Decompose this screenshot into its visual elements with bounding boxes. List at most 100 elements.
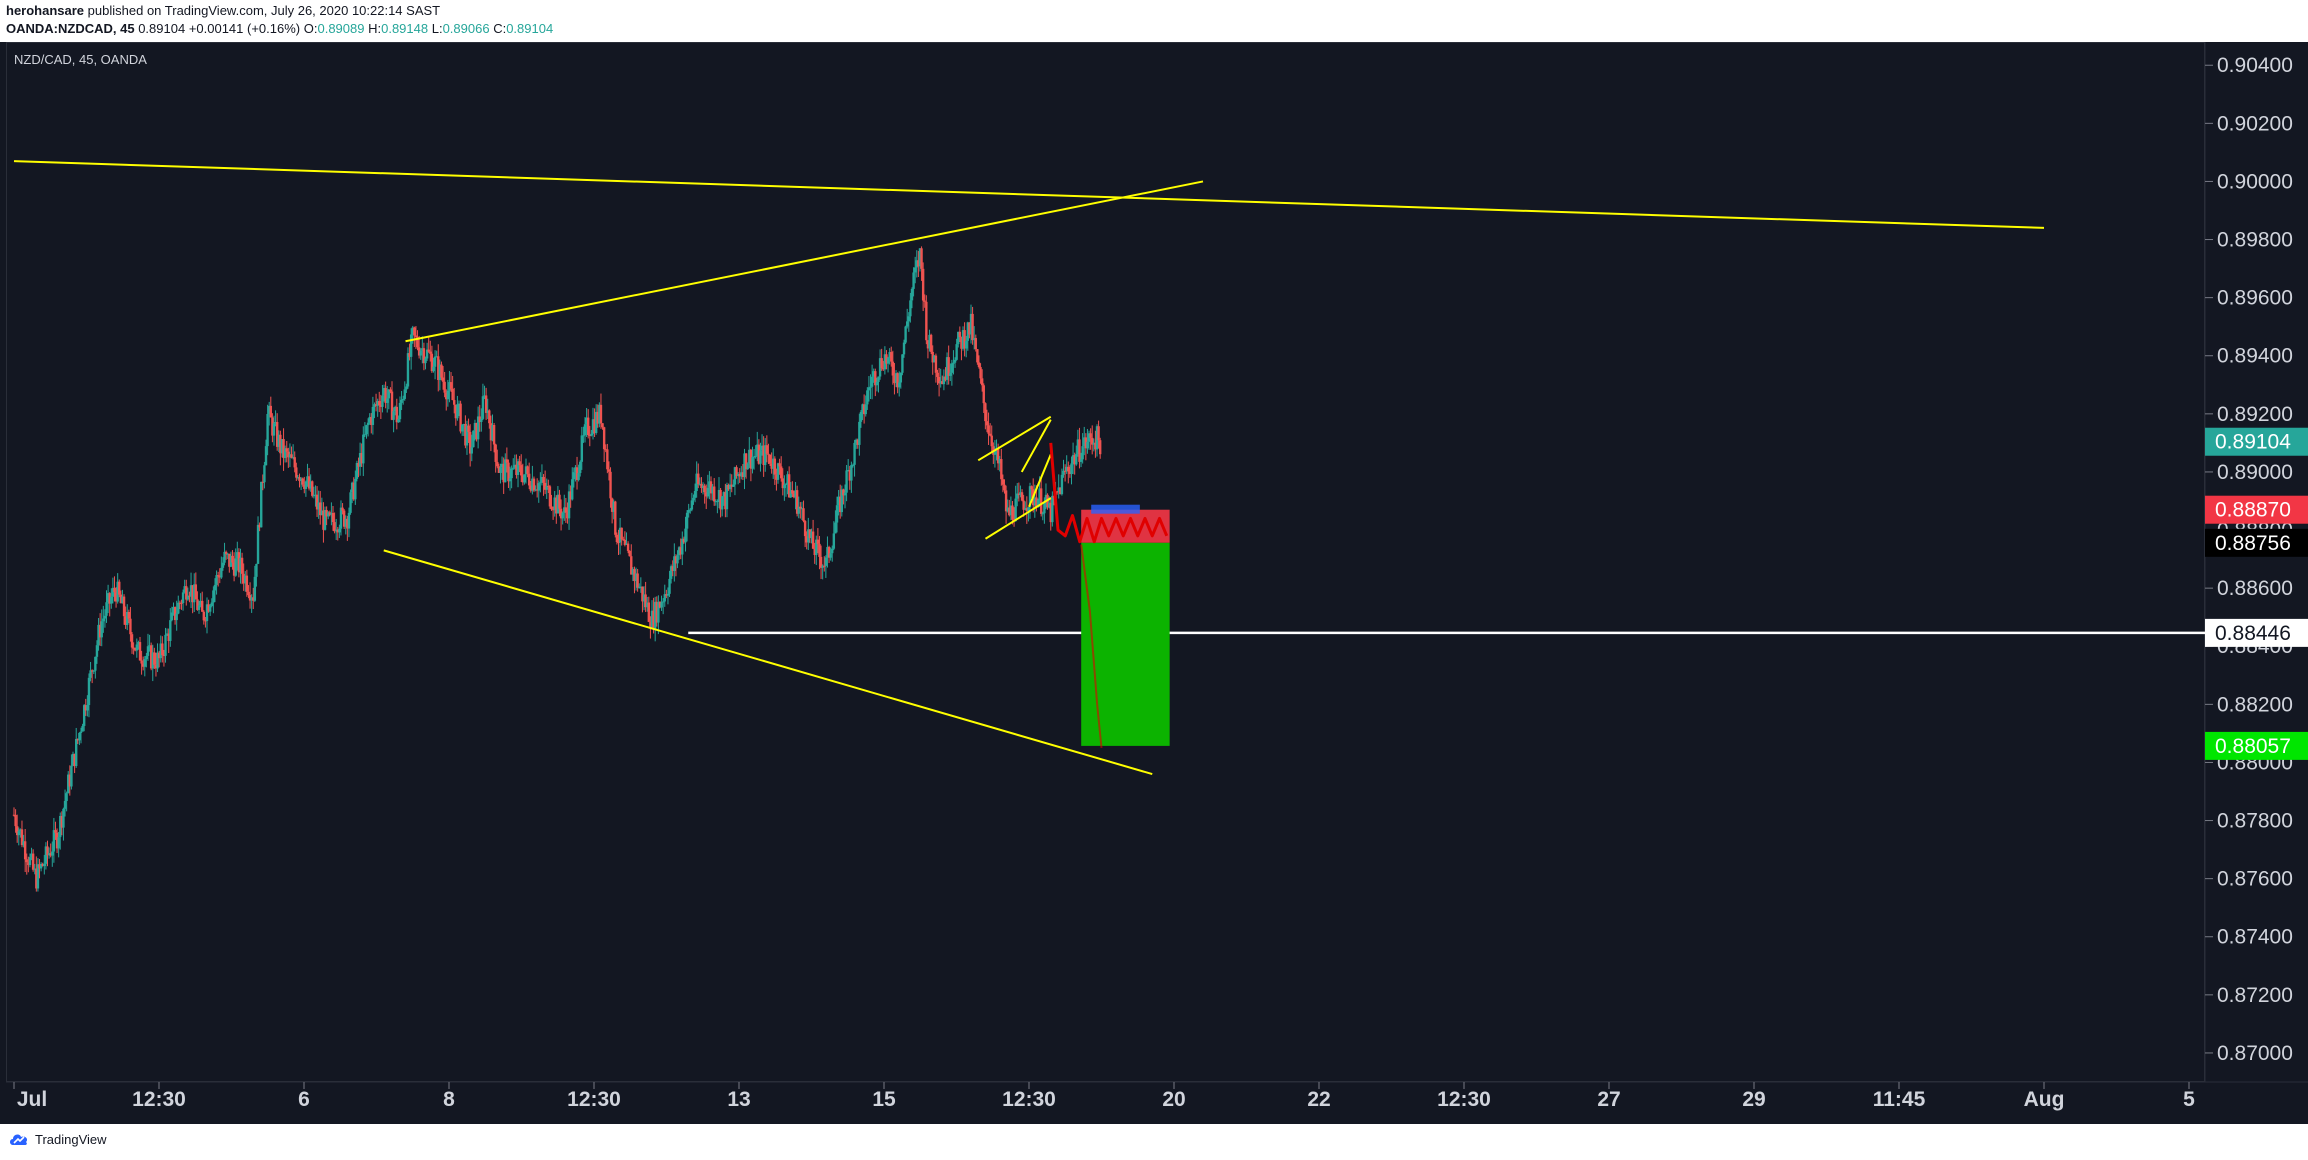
candle-up (28, 857, 32, 866)
candle-up (582, 435, 585, 437)
take-profit-zone[interactable] (1081, 542, 1170, 746)
candle-down (122, 596, 126, 617)
candle-up (116, 581, 119, 602)
price-label-entry-text: 0.88756 (2215, 532, 2291, 555)
candle-down (494, 444, 497, 462)
chart-canvas[interactable]: 0.90400 0.90200 0.90000 0.89800 0.89600 0.894… (0, 0, 2308, 1124)
candle-up (432, 366, 435, 372)
candle-up (1043, 501, 1046, 514)
trendline[interactable] (13, 160, 2045, 229)
candle-up (355, 462, 359, 479)
tradingview-logo[interactable]: TradingView (8, 1131, 107, 1147)
price-tick-label: 0.89400 (2217, 345, 2293, 368)
candle-down (827, 547, 831, 558)
price-tick-label: 0.87400 (2217, 926, 2293, 949)
candle-down (427, 349, 430, 352)
candle-up (137, 642, 140, 645)
candle-down (601, 423, 604, 428)
candle-down (130, 634, 134, 648)
candle-down (408, 353, 411, 357)
candle-up (151, 652, 154, 669)
price-tick-label: 0.90200 (2217, 112, 2293, 135)
candle-up (572, 472, 576, 480)
candle-up (1057, 487, 1060, 492)
candle-up (398, 402, 402, 420)
candle-down (157, 652, 161, 659)
trendline[interactable] (405, 180, 1204, 343)
ohlc-close: C:0.89104 (493, 21, 554, 36)
candle-up (382, 387, 386, 396)
candle-up (910, 288, 914, 301)
candle-up (373, 404, 376, 407)
candle-down (808, 529, 812, 539)
candle-down (547, 485, 550, 487)
candle-up (851, 464, 855, 466)
chart-legend[interactable]: NZD/CAD, 45, OANDA (14, 52, 147, 67)
candle-down (430, 353, 434, 372)
candle-down (303, 484, 306, 489)
candle-down (282, 439, 285, 459)
candle-down (84, 705, 87, 711)
time-tick-label: Jul (17, 1088, 47, 1111)
candle-down (113, 587, 116, 593)
position-handle[interactable] (1091, 504, 1140, 514)
candle-up (748, 449, 751, 464)
candle-down (451, 388, 454, 401)
candle-up (732, 484, 735, 487)
candle-down (269, 405, 272, 418)
candle-up (78, 732, 81, 741)
trendline[interactable] (1020, 419, 1052, 473)
candle-up (579, 461, 582, 474)
candle-up (945, 357, 949, 380)
candle-up (47, 853, 51, 856)
candle-up (794, 490, 797, 498)
candle-up (1028, 486, 1032, 508)
author-name[interactable]: herohansare (6, 3, 85, 18)
trendline[interactable] (977, 415, 1052, 462)
candle-up (39, 863, 43, 869)
candle-down (454, 404, 458, 419)
candle-down (46, 846, 49, 856)
candle-down (54, 830, 57, 833)
candle-up (299, 478, 303, 482)
candle-down (1078, 439, 1081, 462)
candle-up (181, 592, 185, 604)
candle-up (424, 358, 427, 364)
candle-up (314, 494, 317, 496)
projection-path (1049, 442, 1169, 544)
candle-down (628, 550, 631, 557)
candle-down (140, 660, 143, 664)
candle-down (515, 464, 518, 475)
candle-down (173, 607, 177, 621)
trendline[interactable] (1028, 454, 1052, 508)
candle-down (891, 361, 895, 376)
candle-down (440, 364, 443, 378)
candle-up (681, 538, 684, 555)
candle-up (177, 602, 180, 614)
candle-up (746, 463, 749, 470)
candle-up (44, 846, 48, 864)
candle-down (328, 512, 332, 515)
candle-up (1047, 502, 1051, 508)
candle-down (245, 575, 249, 592)
candle-up (234, 558, 237, 576)
candle-up (199, 600, 202, 606)
candle-up (740, 472, 743, 477)
candle-down (703, 485, 706, 493)
candle-down (23, 841, 27, 860)
candle-down (68, 774, 72, 787)
trendline[interactable] (984, 497, 1052, 540)
candle-up (676, 555, 679, 564)
candle-down (275, 421, 279, 447)
candle-up (376, 401, 379, 406)
candle-up (850, 465, 853, 481)
candle-up (1086, 441, 1089, 449)
time-tick-label: Aug (2024, 1088, 2065, 1111)
candle-up (165, 633, 169, 635)
candle-up (435, 356, 438, 358)
candle-up (866, 390, 869, 405)
candle-down (459, 403, 462, 432)
trendline[interactable] (383, 549, 1153, 776)
time-tick-label: 5 (2183, 1088, 2195, 1111)
candle-down (719, 489, 722, 510)
